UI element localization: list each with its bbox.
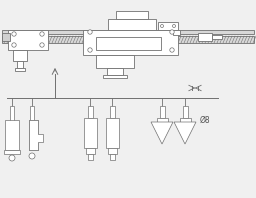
Polygon shape: [174, 122, 196, 144]
Bar: [5, 120, 19, 150]
Bar: [8, 30, 48, 50]
Bar: [160, 106, 165, 118]
Circle shape: [173, 25, 176, 28]
Bar: [108, 148, 117, 154]
Circle shape: [88, 30, 92, 34]
Circle shape: [40, 32, 44, 36]
Bar: [183, 106, 188, 118]
Bar: [88, 154, 93, 160]
Circle shape: [29, 153, 35, 159]
Circle shape: [170, 30, 174, 34]
Bar: [96, 37, 161, 50]
Bar: [173, 30, 180, 35]
Bar: [2, 30, 254, 34]
Polygon shape: [29, 120, 43, 150]
Circle shape: [88, 48, 92, 52]
Bar: [30, 106, 34, 121]
Circle shape: [161, 25, 164, 28]
Text: Ø8: Ø8: [200, 115, 211, 125]
Bar: [29, 120, 38, 150]
Bar: [15, 68, 25, 71]
Circle shape: [12, 32, 16, 36]
Bar: [86, 148, 95, 154]
Bar: [2, 36, 254, 43]
Bar: [198, 33, 212, 41]
Circle shape: [170, 48, 174, 52]
Bar: [157, 118, 168, 122]
Circle shape: [40, 43, 44, 47]
Bar: [103, 75, 127, 78]
Bar: [106, 118, 119, 148]
Polygon shape: [151, 122, 173, 144]
Bar: [2, 33, 10, 41]
Bar: [96, 55, 134, 68]
Bar: [4, 150, 20, 154]
Circle shape: [12, 43, 16, 47]
Bar: [180, 118, 191, 122]
Bar: [17, 61, 23, 68]
Bar: [88, 106, 93, 118]
Bar: [107, 68, 123, 75]
Circle shape: [9, 155, 15, 161]
Bar: [116, 11, 148, 19]
Bar: [108, 19, 156, 30]
Bar: [10, 106, 14, 121]
Bar: [84, 118, 97, 148]
Bar: [110, 154, 115, 160]
Bar: [110, 106, 115, 118]
Bar: [13, 50, 27, 61]
Bar: [83, 30, 178, 55]
Bar: [212, 35, 222, 39]
Bar: [158, 22, 178, 30]
